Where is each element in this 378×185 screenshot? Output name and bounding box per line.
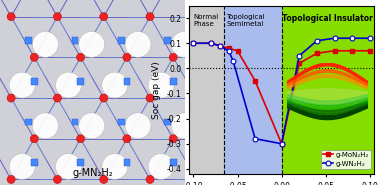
Text: Topological
Semimetal: Topological Semimetal xyxy=(226,14,265,27)
Bar xyxy=(282,6,374,174)
g-MoN₂H₂ xyxy=(253,80,257,82)
Circle shape xyxy=(192,13,200,21)
Bar xyxy=(31,78,37,85)
g-WN₂H₂ xyxy=(253,138,257,140)
Bar xyxy=(31,159,37,166)
Circle shape xyxy=(76,53,85,61)
Circle shape xyxy=(102,154,128,179)
Circle shape xyxy=(171,31,197,57)
Circle shape xyxy=(53,175,62,184)
Circle shape xyxy=(7,94,15,102)
Circle shape xyxy=(9,154,35,179)
Circle shape xyxy=(123,53,131,61)
g-MoN₂H₂ xyxy=(314,52,319,54)
g-WN₂H₂ xyxy=(209,42,213,44)
Circle shape xyxy=(76,135,85,143)
g-MoN₂H₂ xyxy=(218,45,222,47)
Circle shape xyxy=(7,13,15,21)
Bar xyxy=(118,37,125,44)
g-MoN₂H₂ xyxy=(209,42,213,44)
Circle shape xyxy=(33,113,58,139)
Bar xyxy=(164,119,171,125)
g-WN₂H₂ xyxy=(367,37,372,39)
Circle shape xyxy=(30,135,38,143)
Legend: g-MoN₂H₂, g-WN₂H₂: g-MoN₂H₂, g-WN₂H₂ xyxy=(321,150,371,169)
g-WN₂H₂ xyxy=(314,40,319,42)
Circle shape xyxy=(215,135,223,143)
Circle shape xyxy=(148,154,174,179)
Circle shape xyxy=(79,113,105,139)
Circle shape xyxy=(148,72,174,98)
Line: g-WN₂H₂: g-WN₂H₂ xyxy=(191,36,372,146)
g-WN₂H₂ xyxy=(191,42,196,44)
g-WN₂H₂ xyxy=(332,37,337,39)
Circle shape xyxy=(56,72,82,98)
g-MoN₂H₂ xyxy=(367,50,372,52)
Line: g-MoN₂H₂: g-MoN₂H₂ xyxy=(191,41,372,146)
Circle shape xyxy=(146,94,154,102)
g-MoN₂H₂ xyxy=(226,47,231,49)
Circle shape xyxy=(53,13,62,21)
g-WN₂H₂ xyxy=(297,55,302,57)
Circle shape xyxy=(79,31,105,57)
Circle shape xyxy=(30,53,38,61)
Circle shape xyxy=(192,175,200,184)
Text: g-MN₂H₂: g-MN₂H₂ xyxy=(72,168,113,178)
g-MoN₂H₂ xyxy=(350,50,355,52)
g-MoN₂H₂ xyxy=(279,143,284,145)
Bar xyxy=(72,37,78,44)
Circle shape xyxy=(125,113,151,139)
Bar xyxy=(170,159,177,166)
Circle shape xyxy=(146,175,154,184)
g-WN₂H₂ xyxy=(226,50,231,52)
Bar xyxy=(25,37,32,44)
Bar xyxy=(189,6,224,174)
Circle shape xyxy=(169,135,177,143)
Bar xyxy=(118,119,125,125)
g-MoN₂H₂ xyxy=(191,42,196,44)
Text: Topological Insulator: Topological Insulator xyxy=(282,14,373,23)
Circle shape xyxy=(169,53,177,61)
g-WN₂H₂ xyxy=(231,60,235,62)
Circle shape xyxy=(192,94,200,102)
Y-axis label: Soc gap (eV): Soc gap (eV) xyxy=(152,61,161,119)
Circle shape xyxy=(102,72,128,98)
Circle shape xyxy=(33,31,58,57)
Circle shape xyxy=(100,175,108,184)
Circle shape xyxy=(9,72,35,98)
Circle shape xyxy=(100,94,108,102)
g-WN₂H₂ xyxy=(350,37,355,39)
Bar xyxy=(72,119,78,125)
Circle shape xyxy=(215,53,223,61)
Circle shape xyxy=(56,154,82,179)
Bar xyxy=(164,37,171,44)
Circle shape xyxy=(53,94,62,102)
Circle shape xyxy=(100,13,108,21)
g-MoN₂H₂ xyxy=(297,62,302,64)
g-WN₂H₂ xyxy=(218,45,222,47)
Text: Normal
Phase: Normal Phase xyxy=(194,14,218,27)
g-MoN₂H₂ xyxy=(235,50,240,52)
Bar xyxy=(77,159,84,166)
Circle shape xyxy=(123,135,131,143)
Bar xyxy=(224,6,282,174)
Circle shape xyxy=(171,113,197,139)
Circle shape xyxy=(7,175,15,184)
g-MoN₂H₂ xyxy=(332,50,337,52)
Bar xyxy=(170,78,177,85)
Circle shape xyxy=(125,31,151,57)
Bar xyxy=(77,78,84,85)
Bar xyxy=(124,78,130,85)
Bar xyxy=(25,119,32,125)
Bar xyxy=(124,159,130,166)
g-WN₂H₂ xyxy=(279,143,284,145)
Circle shape xyxy=(146,13,154,21)
